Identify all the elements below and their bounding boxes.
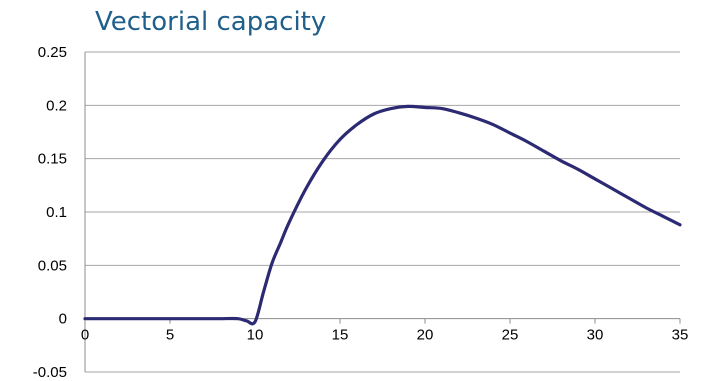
- x-tick-label: 10: [247, 327, 264, 344]
- x-tick-label: 5: [166, 327, 174, 344]
- gridlines: [85, 51, 680, 373]
- y-tick-label: 0.25: [38, 44, 67, 61]
- x-tick-label: 35: [672, 327, 689, 344]
- x-tick-label: 20: [417, 327, 434, 344]
- y-tick-label: 0: [59, 311, 67, 328]
- series-layer: [83, 104, 682, 326]
- y-tick-label: 0.05: [38, 257, 67, 274]
- x-tick-label: 0: [81, 327, 89, 344]
- y-tick-label: 0.15: [38, 151, 67, 168]
- x-tick-label: 25: [502, 327, 519, 344]
- x-tick-label: 30: [587, 327, 604, 344]
- chart-title: Vectorial capacity: [95, 7, 326, 37]
- y-tick-label: -0.05: [33, 364, 67, 381]
- x-tick-label: 15: [332, 327, 349, 344]
- series-line: [83, 104, 682, 326]
- tick-labels: -0.05 0 0.05 0.1 0.15 0.2 0.25 0 5 10 15 20 25 30 35: [33, 44, 689, 381]
- y-tick-label: 0.1: [46, 204, 67, 221]
- y-tick-label: 0.2: [46, 97, 67, 114]
